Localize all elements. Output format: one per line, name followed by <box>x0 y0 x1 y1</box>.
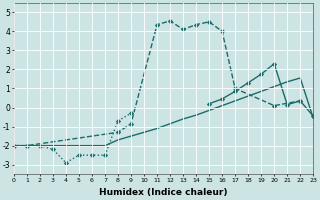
X-axis label: Humidex (Indice chaleur): Humidex (Indice chaleur) <box>99 188 228 197</box>
